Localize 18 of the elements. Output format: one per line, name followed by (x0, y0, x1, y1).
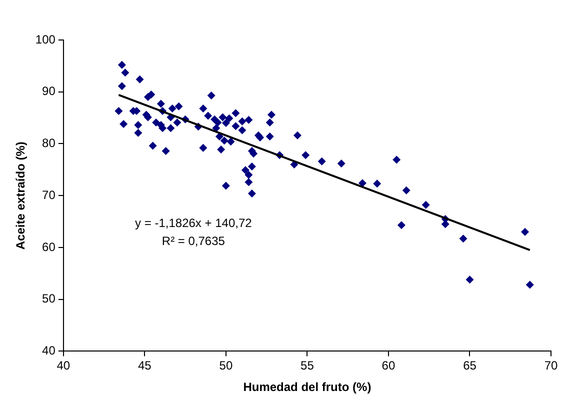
y-tick-label: 50 (42, 292, 56, 306)
x-tick-label: 45 (138, 358, 152, 373)
x-tick-label: 60 (382, 358, 396, 373)
y-tick-label: 100 (35, 32, 56, 46)
y-tick-label: 40 (42, 344, 56, 358)
x-tick-label: 40 (56, 358, 70, 373)
x-tick-label: 55 (300, 358, 314, 373)
annotation: R² = 0,7635 (162, 234, 226, 248)
annotation: y = -1,1826x + 140,72 (135, 216, 252, 230)
y-axis-title: Aceite extraído (%) (14, 142, 28, 250)
x-tick-label: 70 (544, 358, 558, 373)
x-axis-title: Humedad del fruto (%) (243, 380, 372, 394)
y-tick-label: 80 (42, 136, 56, 150)
y-tick-label: 70 (42, 188, 56, 202)
x-tick-label: 50 (219, 358, 233, 373)
y-tick-label: 60 (42, 240, 56, 254)
x-tick-label: 65 (463, 358, 477, 373)
y-tick-label: 90 (42, 84, 56, 98)
